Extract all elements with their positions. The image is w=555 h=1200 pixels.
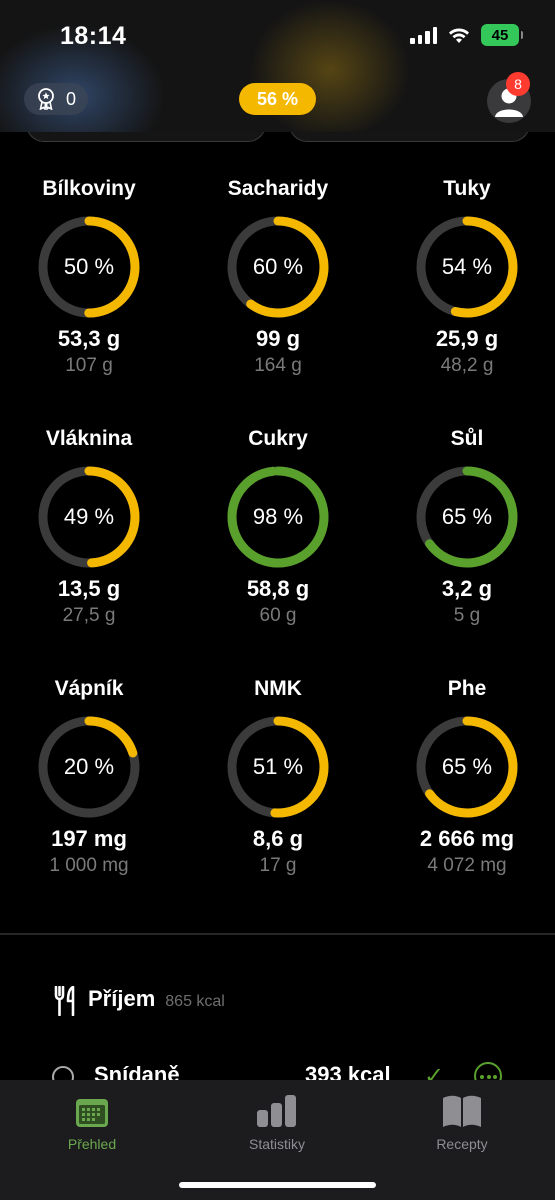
daily-progress-label: 56 %	[256, 88, 299, 109]
wifi-icon	[449, 28, 469, 43]
progress-ring: 98 %	[226, 465, 330, 569]
nutrient-percent: 65 %	[441, 504, 493, 529]
status-time: 18:14	[60, 22, 127, 50]
tab-overview-label: Přehled	[67, 1136, 117, 1152]
nutrient-amount: 25,9 g	[435, 326, 499, 351]
nutrient-amount: 53,3 g	[57, 326, 121, 351]
tab-bar: Přehled Statistiky Recepty	[0, 1080, 555, 1200]
progress-ring-fill	[416, 466, 518, 568]
nutrient-card[interactable]: Tuky 54 % 25,9 g 48,2 g	[382, 176, 552, 379]
nutrient-target: 107 g	[65, 355, 113, 376]
tab-recipes-label: Recepty	[436, 1136, 488, 1152]
progress-ring: 54 %	[415, 215, 519, 319]
nutrient-percent: 20 %	[63, 754, 115, 779]
progress-ring-fill	[38, 466, 140, 568]
progress-ring: 49 %	[37, 465, 141, 569]
progress-ring: 60 %	[226, 215, 330, 319]
progress-ring-fill	[38, 716, 140, 818]
nutrient-amount: 99 g	[255, 326, 301, 351]
nutrient-percent: 65 %	[441, 754, 493, 779]
nutrient-name: Phe	[447, 677, 487, 700]
status-icons: 45	[410, 24, 523, 46]
nutrient-card[interactable]: Sůl 65 % 3,2 g 5 g	[382, 426, 552, 629]
tab-overview[interactable]: Přehled	[22, 1092, 162, 1152]
badge-count: 0	[66, 88, 77, 109]
nutrient-percent: 98 %	[252, 504, 304, 529]
nutrient-percent: 60 %	[252, 254, 304, 279]
nutrient-target: 5 g	[453, 605, 481, 626]
nutrient-target: 1 000 mg	[49, 855, 129, 876]
nutrient-amount: 13,5 g	[57, 576, 121, 601]
award-icon	[38, 88, 54, 110]
progress-ring-fill	[416, 716, 518, 818]
section-divider	[0, 933, 555, 935]
nutrient-card[interactable]: Cukry 98 % 58,8 g 60 g	[193, 426, 363, 629]
progress-ring-fill	[227, 216, 329, 318]
nutrient-card[interactable]: Bílkoviny 50 % 53,3 g 107 g	[4, 176, 174, 379]
nutrient-target: 60 g	[259, 605, 297, 626]
nutrient-card[interactable]: Vláknina 49 % 13,5 g 27,5 g	[4, 426, 174, 629]
nutrient-target: 17 g	[259, 855, 297, 876]
nutrient-target: 48,2 g	[440, 355, 494, 376]
nutrient-name: Sůl	[450, 427, 484, 450]
progress-ring: 65 %	[415, 465, 519, 569]
notification-count: 8	[514, 76, 522, 92]
intake-title: Příjem	[88, 986, 156, 1011]
nutrient-amount: 197 mg	[51, 826, 127, 851]
home-indicator	[179, 1182, 376, 1188]
nutrient-name: Tuky	[443, 177, 491, 200]
book-icon	[443, 1095, 481, 1127]
progress-ring-fill	[227, 716, 329, 818]
nutrient-amount: 3,2 g	[441, 576, 493, 601]
cutlery-icon	[54, 986, 75, 1016]
nutrient-target: 27,5 g	[62, 605, 116, 626]
progress-ring: 51 %	[226, 715, 330, 819]
calendar-icon	[76, 1099, 108, 1127]
nutrient-amount: 2 666 mg	[419, 826, 515, 851]
battery-indicator: 45	[481, 24, 523, 46]
progress-ring-fill	[38, 216, 140, 318]
progress-ring: 20 %	[37, 715, 141, 819]
progress-ring: 65 %	[415, 715, 519, 819]
tab-statistics-label: Statistiky	[248, 1136, 305, 1152]
nutrient-card[interactable]: Sacharidy 60 % 99 g 164 g	[193, 176, 363, 379]
tab-statistics[interactable]: Statistiky	[207, 1092, 347, 1152]
cellular-signal-icon	[410, 26, 437, 44]
progress-ring-fill	[227, 466, 329, 568]
nutrient-amount: 8,6 g	[252, 826, 304, 851]
tab-recipes[interactable]: Recepty	[392, 1092, 532, 1152]
nutrient-percent: 51 %	[252, 754, 304, 779]
nutrient-percent: 49 %	[63, 504, 115, 529]
nutrient-name: Vláknina	[45, 427, 133, 450]
nutrient-card[interactable]: NMK 51 % 8,6 g 17 g	[193, 676, 363, 879]
nutrient-name: Cukry	[248, 427, 308, 450]
bar-chart-icon	[257, 1095, 296, 1127]
nutrient-target: 164 g	[254, 355, 302, 376]
battery-level: 45	[491, 26, 509, 44]
nutrient-card[interactable]: Phe 65 % 2 666 mg 4 072 mg	[382, 676, 552, 879]
nutrient-percent: 54 %	[441, 254, 493, 279]
nutrient-name: Vápník	[54, 677, 124, 700]
nutrient-percent: 50 %	[63, 254, 115, 279]
intake-header: Příjem 865 kcal	[54, 986, 225, 1016]
achievements-button[interactable]: 0	[24, 83, 88, 115]
progress-ring-fill	[416, 216, 518, 318]
nutrient-name: Bílkoviny	[42, 177, 136, 200]
nutrient-name: NMK	[254, 677, 302, 700]
nutrient-target: 4 072 mg	[427, 855, 507, 876]
intake-kcal: 865 kcal	[165, 993, 225, 1010]
daily-progress-badge[interactable]: 56 %	[239, 83, 316, 115]
nutrient-name: Sacharidy	[227, 177, 329, 200]
header: 18:14 45 0 56 % 8	[0, 0, 555, 132]
progress-ring: 50 %	[37, 215, 141, 319]
notification-badge: 8	[506, 72, 530, 96]
nutrient-amount: 58,8 g	[246, 576, 310, 601]
nutrient-card[interactable]: Vápník 20 % 197 mg 1 000 mg	[4, 676, 174, 879]
